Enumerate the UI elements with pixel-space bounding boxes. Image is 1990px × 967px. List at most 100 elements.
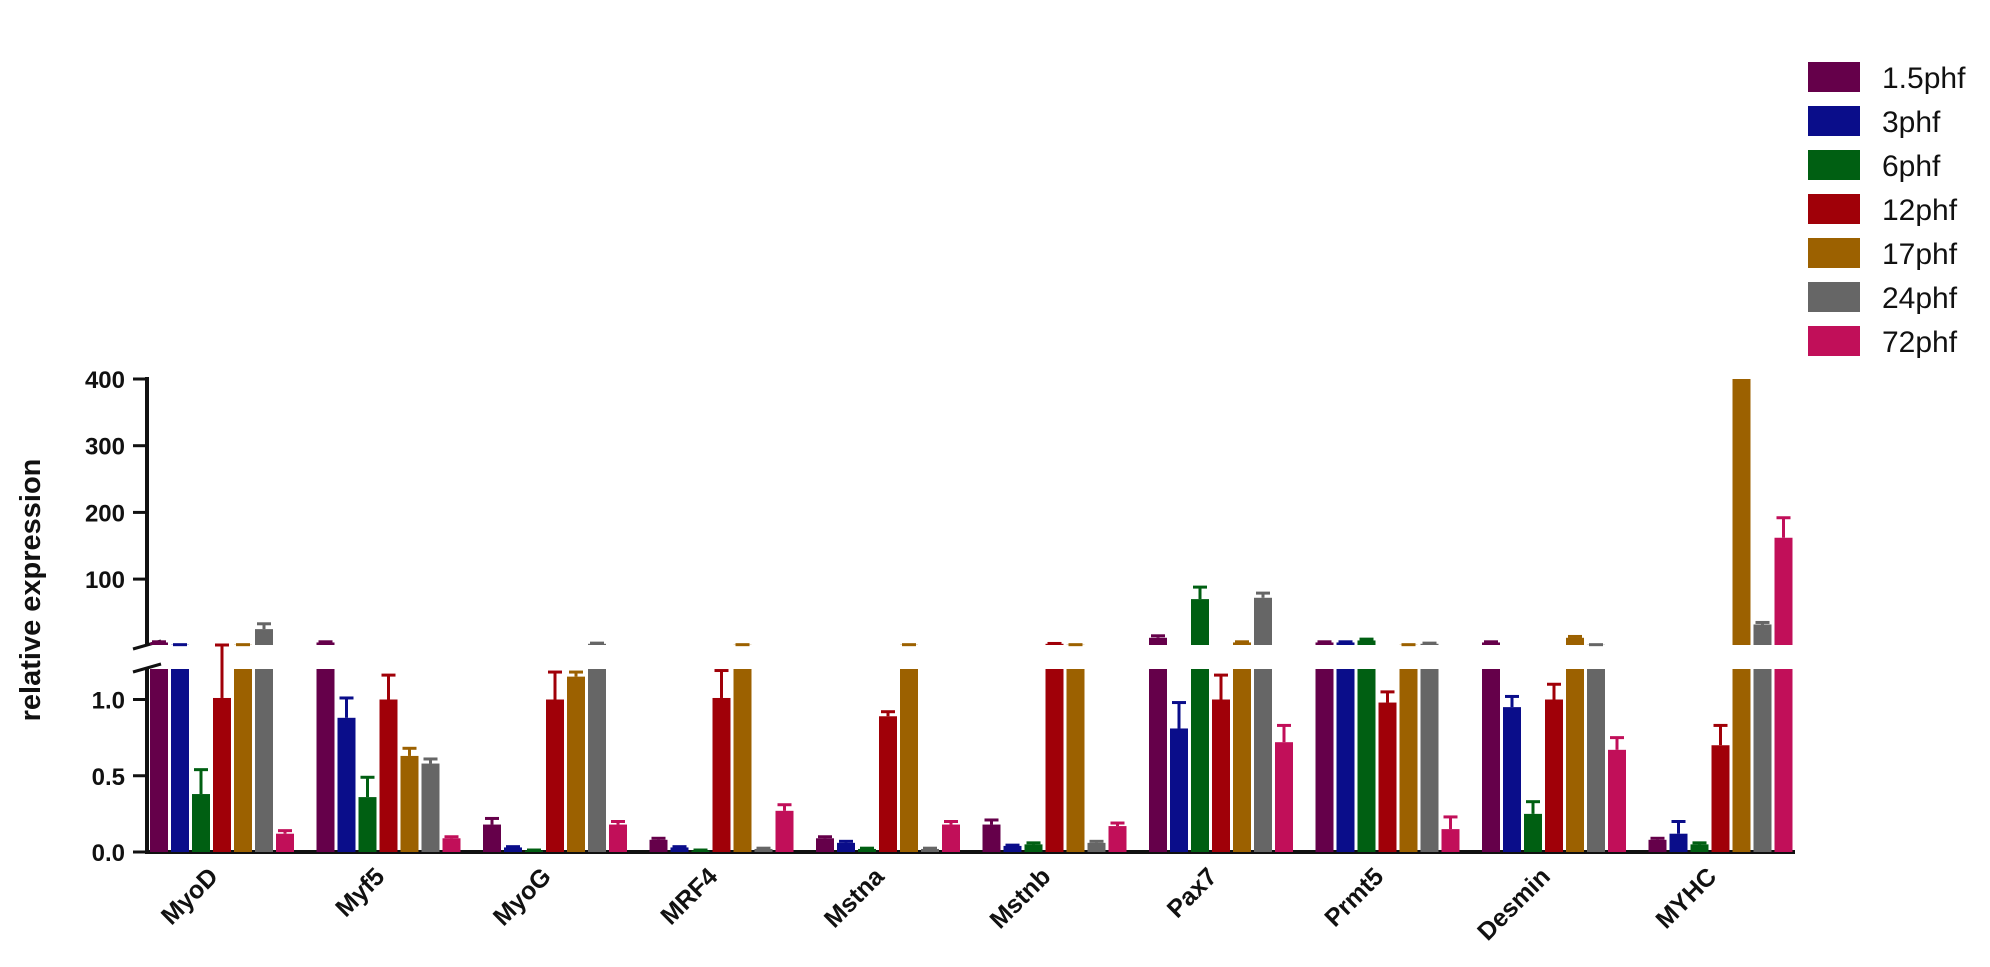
legend-swatch [1808, 106, 1860, 136]
bar [255, 669, 273, 852]
legend-label: 24phf [1882, 282, 1958, 315]
bar [276, 833, 294, 852]
bar [546, 699, 564, 852]
bar [900, 669, 918, 852]
bar [1524, 813, 1542, 852]
bar [1191, 669, 1209, 852]
bar [1149, 637, 1167, 645]
bar [816, 838, 834, 852]
legend-item-12phf: 12phf [1808, 194, 1958, 227]
bar [316, 669, 335, 852]
bar [1732, 379, 1751, 645]
bar [1191, 599, 1209, 645]
bar [1690, 844, 1709, 852]
legend-swatch [1808, 238, 1860, 268]
bar-groups [150, 379, 1793, 852]
bar [1066, 669, 1085, 852]
legend-item-3phf: 3phf [1808, 106, 1941, 139]
bar [879, 716, 897, 852]
legend-item-24phf: 24phf [1808, 282, 1958, 315]
bar [1732, 669, 1751, 852]
category-label-myog: MyoG [488, 862, 557, 931]
bar [150, 669, 168, 852]
legend-item-1.5phf: 1.5phf [1808, 62, 1966, 95]
bar [150, 642, 168, 645]
category-label-mstna: Mstna [819, 862, 891, 934]
bar [1669, 833, 1688, 852]
bar [1399, 669, 1418, 852]
category-label-pax7: Pax7 [1162, 862, 1223, 923]
bar-group-myod [150, 622, 294, 852]
bar [1315, 642, 1334, 645]
bar [1753, 624, 1772, 645]
bar [234, 669, 252, 852]
bar-group-myf5 [316, 640, 461, 852]
y-lower-tick-label: 0.0 [92, 840, 125, 867]
bar [1774, 669, 1793, 852]
bar [442, 838, 461, 852]
bar [1482, 642, 1500, 645]
bar-group-mstna [816, 643, 960, 852]
bar [1045, 669, 1064, 852]
y-upper-tick-label: 300 [85, 434, 125, 461]
legend-item-6phf: 6phf [1808, 150, 1941, 183]
bar [1774, 537, 1793, 645]
bar [1336, 669, 1355, 852]
bar [609, 824, 627, 852]
bar [1275, 742, 1293, 852]
bar [1566, 669, 1584, 852]
bar [733, 669, 752, 852]
bar [483, 824, 501, 852]
y-upper-tick-label: 100 [85, 567, 125, 594]
legend-label: 72phf [1882, 326, 1958, 359]
bar [649, 839, 668, 852]
bar [1254, 597, 1272, 645]
bar [421, 763, 440, 852]
bar [1753, 669, 1772, 852]
bar [1378, 702, 1397, 852]
category-label-mstnb: Mstnb [984, 862, 1056, 934]
y-upper-tick-label: 400 [85, 367, 125, 394]
bar [1503, 707, 1521, 852]
bar [775, 810, 794, 852]
bar [1003, 845, 1022, 852]
bar [1315, 669, 1334, 852]
bar [837, 842, 855, 852]
y-upper-tick-label: 200 [85, 500, 125, 527]
category-label-prmt5: Prmt5 [1319, 862, 1389, 932]
bar [1108, 826, 1127, 852]
bar [379, 699, 398, 852]
bar [1420, 669, 1439, 852]
bar [1087, 842, 1106, 852]
legend-swatch [1808, 194, 1860, 224]
bar [400, 755, 419, 852]
bar [754, 848, 773, 852]
y-lower-tick-label: 0.5 [92, 764, 125, 791]
bar [1149, 669, 1167, 852]
category-label-desmin: Desmin [1472, 862, 1556, 946]
bar [1711, 745, 1730, 852]
bar-group-desmin [1482, 634, 1626, 852]
bar-group-mrf4 [649, 643, 794, 852]
category-label-myf5: Myf5 [330, 862, 390, 922]
bar [1482, 669, 1500, 852]
legend-item-17phf: 17phf [1808, 238, 1958, 271]
bar [1254, 669, 1272, 852]
bar-group-myog [483, 641, 627, 852]
legend-swatch [1808, 150, 1860, 180]
bar-group-myhc [1648, 379, 1793, 852]
bar [1357, 669, 1376, 852]
bar [213, 697, 231, 852]
bar [942, 824, 960, 852]
legend-label: 12phf [1882, 194, 1958, 227]
y-lower-tick-label: 1.0 [92, 688, 125, 715]
bar [982, 824, 1001, 852]
legend-label: 17phf [1882, 238, 1958, 271]
legend: 1.5phf 3phf 6phf 12phf 17phf 24phf 72phf [1808, 62, 1966, 359]
legend-item-72phf: 72phf [1808, 326, 1958, 359]
legend-swatch [1808, 326, 1860, 356]
bar [921, 848, 939, 852]
y-axis-title: relative expression [15, 459, 47, 722]
bar [588, 669, 606, 852]
bar-group-mstnb [982, 641, 1127, 852]
